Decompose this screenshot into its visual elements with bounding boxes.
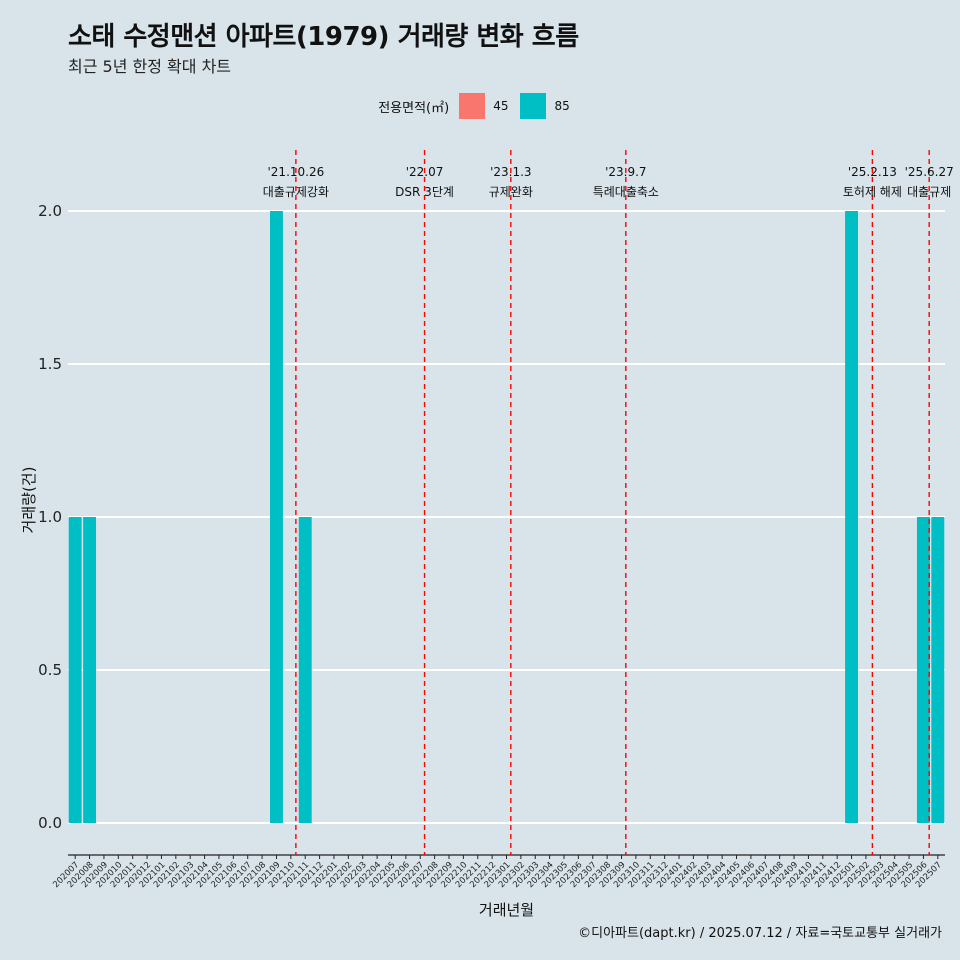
bar-85-202111 — [298, 517, 312, 823]
event-date-label: '25.6.27 — [905, 165, 954, 179]
bar-85-202008 — [83, 517, 97, 823]
bar-85-202007 — [68, 517, 82, 823]
y-tick-label: 0.0 — [38, 814, 62, 832]
legend-label-45: 45 — [493, 99, 509, 113]
event-date-label: '23.9.7 — [605, 165, 646, 179]
event-name-label: 대출규제 — [907, 185, 951, 199]
legend-swatch-85 — [520, 93, 547, 119]
legend-item-45: 45 — [459, 93, 508, 119]
legend-item-85: 85 — [520, 93, 570, 119]
event-name-label: 규제완화 — [489, 185, 533, 199]
y-tick-label: 1.0 — [38, 508, 62, 526]
x-axis-title: 거래년월 — [479, 901, 534, 919]
bar-85-202507 — [931, 517, 945, 823]
legend-label-85: 85 — [554, 99, 570, 113]
bar-85-202109 — [269, 211, 283, 823]
legend-title: 전용면적(㎡) — [378, 100, 450, 116]
event-date-label: '22.07 — [406, 165, 444, 179]
event-name-label: 대출규제강화 — [263, 185, 329, 199]
event-name-label: 특례대출축소 — [593, 185, 659, 199]
event-date-label: '21.10.26 — [268, 165, 325, 179]
event-date-label: '25.2.13 — [848, 165, 897, 179]
event-date-label: '23.1.3 — [490, 165, 531, 179]
caption: ©디아파트(dapt.kr) / 2025.07.12 / 자료=국토교통부 실… — [578, 926, 942, 941]
y-tick-label: 2.0 — [38, 202, 62, 220]
y-axis-title: 거래량(건) — [20, 467, 38, 534]
y-tick-label: 0.5 — [38, 661, 62, 679]
chart-subtitle: 최근 5년 한정 확대 차트 — [68, 57, 232, 76]
event-name-label: 토허제 해제 — [843, 185, 902, 199]
chart-title: 소태 수정맨션 아파트(1979) 거래량 변화 흐름 — [68, 22, 579, 52]
bar-85-202501 — [845, 211, 859, 823]
legend: 전용면적(㎡) 45 85 — [0, 93, 960, 119]
bar-85-202506 — [916, 517, 930, 823]
y-tick-label: 1.5 — [38, 355, 62, 373]
event-name-label: DSR 3단계 — [395, 185, 454, 199]
legend-swatch-45 — [459, 93, 486, 119]
